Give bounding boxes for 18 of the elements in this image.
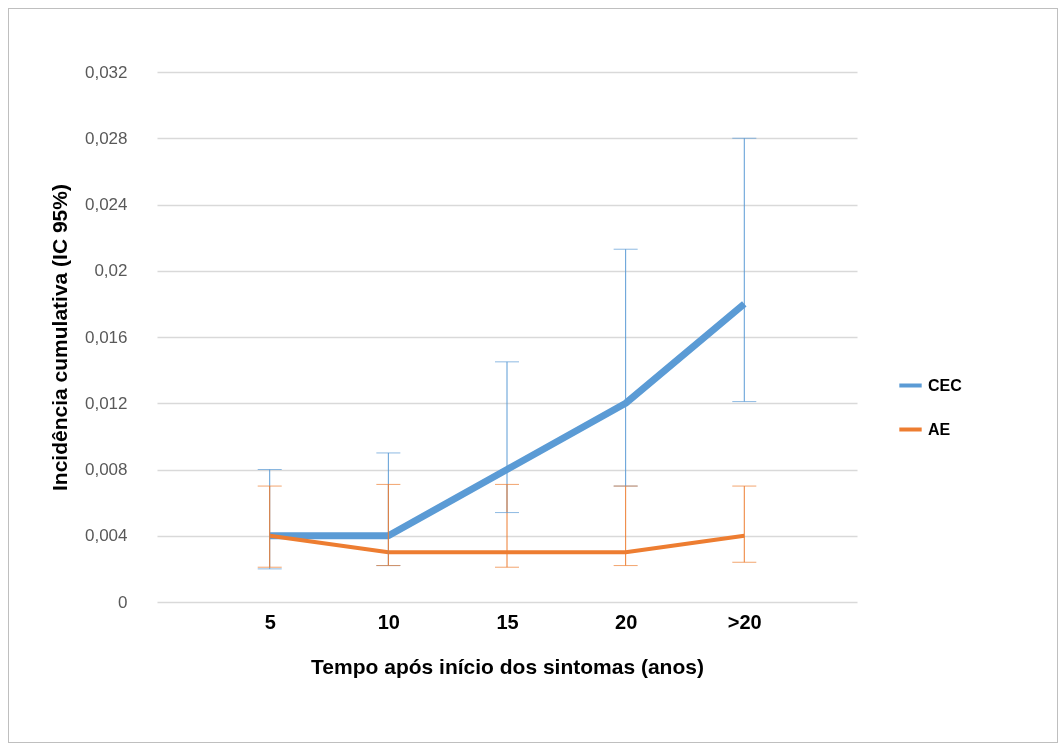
y-tick-label: 0,016 bbox=[84, 327, 128, 347]
y-tick-label: 0,024 bbox=[84, 195, 128, 214]
y-tick-label: 0,02 bbox=[94, 261, 128, 281]
x-tick-label: >20 bbox=[727, 610, 762, 633]
x-tick-label: 20 bbox=[615, 610, 638, 633]
x-tick-label: 10 bbox=[377, 610, 400, 633]
y-tick-label: 0,028 bbox=[84, 128, 128, 148]
legend-label: CEC bbox=[928, 376, 963, 394]
y-tick-label: 0,008 bbox=[84, 460, 128, 479]
x-axis-title: Tempo após início dos sintomas (anos) bbox=[311, 654, 704, 678]
x-tick-label: 5 bbox=[264, 610, 276, 633]
y-tick-label: 0 bbox=[118, 592, 128, 612]
y-tick-label: 0,012 bbox=[84, 393, 128, 413]
y-tick-label: 0,032 bbox=[84, 62, 128, 82]
legend-label: AE bbox=[928, 420, 951, 438]
y-tick-label: 0,004 bbox=[84, 526, 128, 546]
x-tick-label: 15 bbox=[496, 610, 519, 633]
y-axis-title: Incidência cumulativa (IC 95%) bbox=[47, 184, 71, 491]
